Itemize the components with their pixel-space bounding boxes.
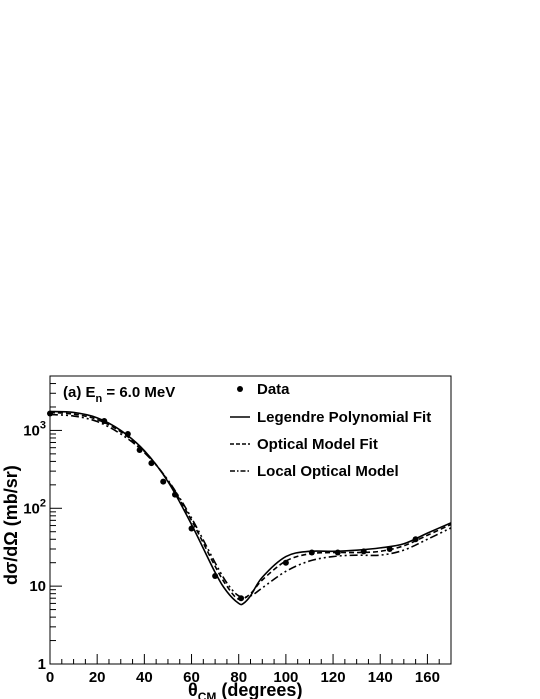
data-point [124, 430, 131, 437]
panel-label: (a) En = 6.0 MeV [63, 384, 175, 405]
y-tick-label: 1 [38, 656, 46, 673]
y-tick-label: 102 [23, 497, 46, 517]
x-tick-label: 60 [183, 669, 200, 686]
x-tick-label: 160 [415, 669, 440, 686]
series-line-local-optical-model [50, 413, 451, 598]
data-point [308, 549, 315, 556]
x-tick-label: 140 [368, 669, 393, 686]
panel-label-subscript: n [96, 393, 103, 405]
legend-label: Data [257, 381, 290, 398]
data-point [238, 595, 245, 602]
x-tick-label: 80 [230, 669, 247, 686]
series-line-optical-model-fit [50, 411, 451, 601]
y-axis-title: dσ/dΩ (mb/sr) [1, 465, 21, 585]
x-axis-title-rest: (degrees) [216, 680, 302, 699]
data-point [160, 478, 167, 485]
x-tick-label: 20 [89, 669, 106, 686]
data-point [172, 491, 179, 498]
y-tick-label: 10 [29, 578, 46, 595]
y-tick-label: 103 [23, 419, 46, 439]
data-point [148, 460, 155, 467]
x-tick-label: 40 [136, 669, 153, 686]
legend-marker-data [237, 386, 243, 392]
series-line-legendre-polynomial-fit [50, 410, 451, 606]
x-axis-title: θCM (degrees) [188, 680, 302, 699]
data-point [334, 549, 341, 556]
x-axis-title-main: θ [188, 680, 198, 699]
x-tick-label: 100 [273, 669, 298, 686]
data-point [101, 418, 108, 425]
data-point [188, 525, 195, 532]
panel-label-rest: = 6.0 MeV [102, 384, 175, 401]
data-point [47, 410, 53, 417]
data-point [386, 545, 393, 552]
data-point [136, 447, 143, 454]
x-tick-label: 120 [321, 669, 346, 686]
data-point [412, 536, 419, 543]
data-point [212, 572, 219, 579]
x-axis-title-subscript: CM [198, 690, 217, 699]
legend: Data Legendre Polynomial Fit Optical Model… [230, 381, 431, 480]
legend-label: Optical Model Fit [257, 436, 378, 453]
panel-label-main: (a) E [63, 384, 96, 401]
data-point [282, 559, 289, 566]
x-tick-label: 0 [46, 669, 54, 686]
data-point [360, 548, 367, 555]
legend-label: Local Optical Model [257, 463, 399, 480]
legend-label: Legendre Polynomial Fit [257, 409, 431, 426]
